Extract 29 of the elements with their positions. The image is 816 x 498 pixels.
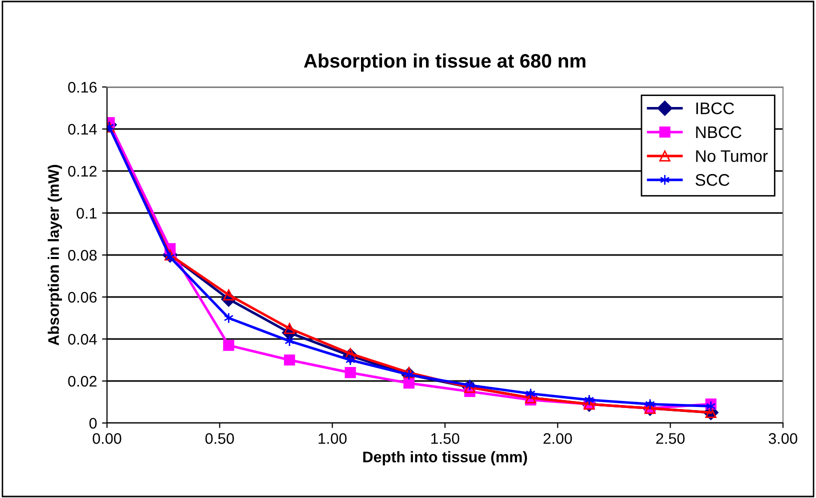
y-tick-label: 0.16	[68, 82, 97, 93]
y-tick-label: 0	[89, 418, 97, 429]
y-axis-title: Absorption in layer (mW)	[48, 164, 62, 346]
y-tick-label: 0.06	[68, 292, 97, 303]
y-tick-label: 0.12	[68, 166, 97, 177]
legend-label: IBCC	[696, 102, 734, 114]
y-tick-label: 0.04	[68, 334, 97, 345]
legend-label: NBCC	[696, 126, 742, 138]
point	[165, 252, 175, 263]
point	[223, 340, 234, 351]
point	[284, 354, 296, 366]
x-tick-label: 2.50	[656, 433, 685, 444]
y-tick-label: 0.02	[68, 376, 97, 387]
x-tick-label: 1.00	[318, 433, 347, 444]
y-tick-label: 0.08	[68, 250, 97, 261]
y-tick-label: 0.14	[68, 124, 97, 135]
x-tick-label: 0.00	[92, 433, 122, 444]
legend-label: No Tumor	[696, 150, 768, 162]
x-tick-label: 3.00	[768, 433, 798, 444]
x-tick-label: 0.50	[205, 433, 234, 444]
x-tick-label: 1.50	[431, 433, 460, 444]
legend-label: SCC	[696, 174, 730, 186]
point	[224, 312, 234, 324]
point	[403, 378, 415, 389]
point	[344, 367, 356, 378]
x-axis-title: Depth into tissue (mm)	[363, 451, 527, 466]
x-tick-label: 2.00	[544, 433, 572, 444]
y-tick-label: 0.1	[76, 208, 97, 219]
chart-title: Absorption in tissue at 680 nm	[304, 53, 586, 72]
